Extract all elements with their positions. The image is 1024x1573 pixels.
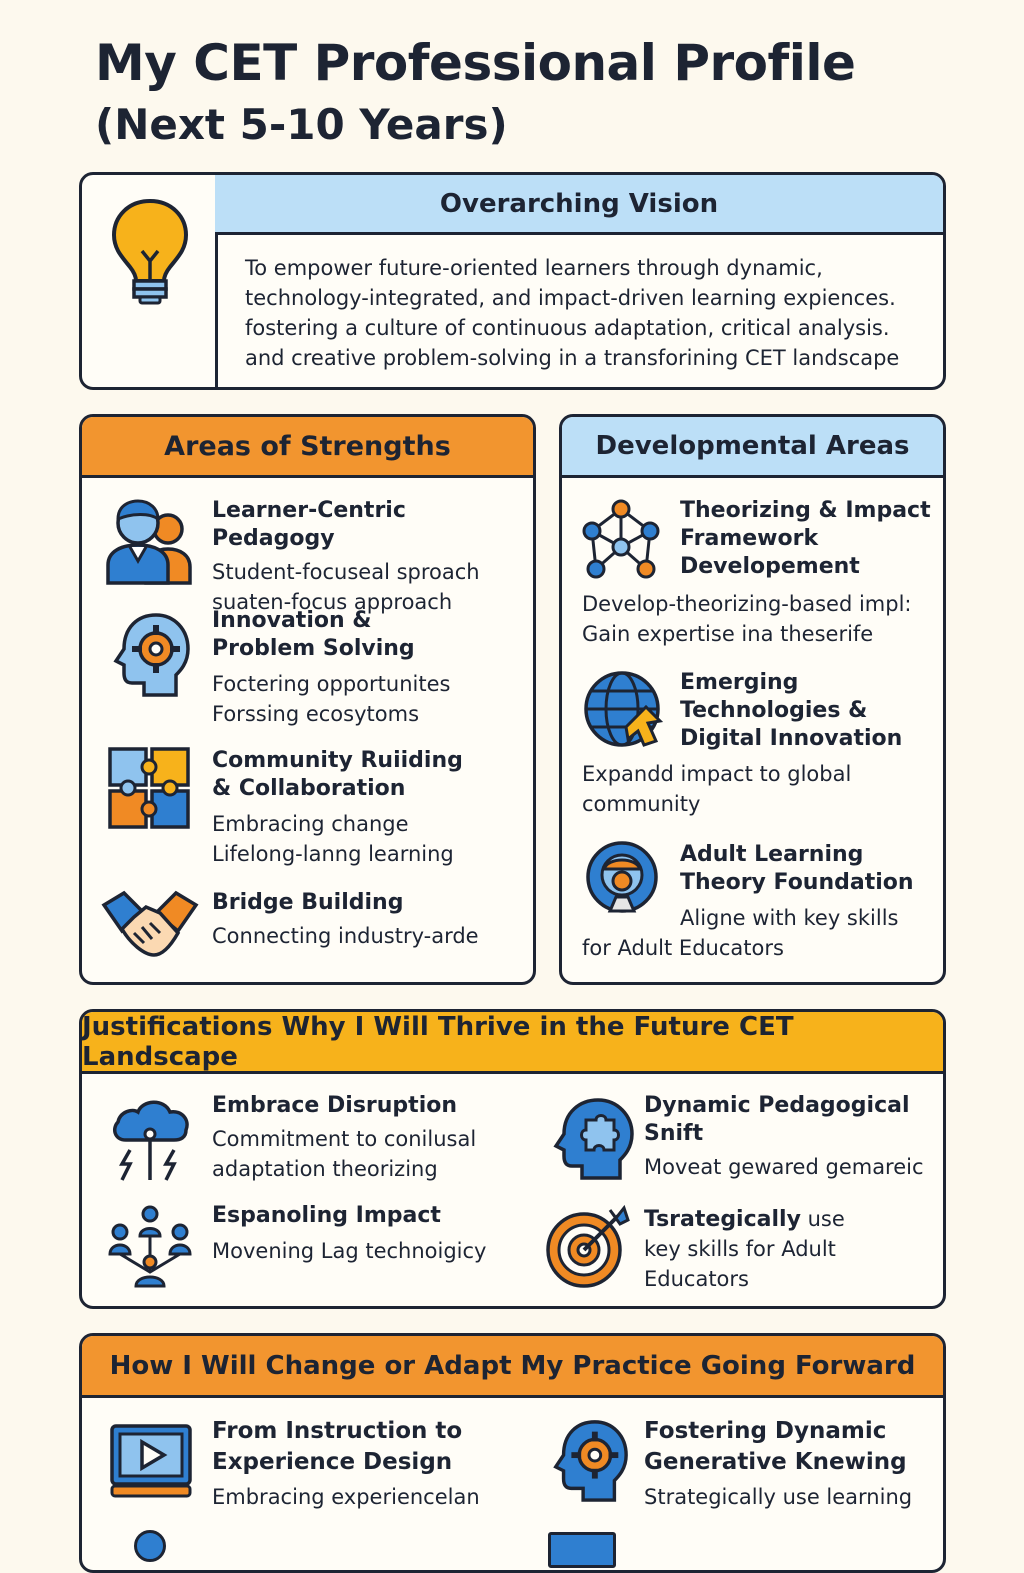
developmental-desc: Expandd impact to global <box>582 762 852 786</box>
developmental-title: Technologies & <box>680 698 868 723</box>
strength-item: Bridge Building Connecting industry-arde <box>212 889 479 951</box>
developmental-item-desc: Expandd impact to global community <box>582 759 851 819</box>
strength-desc: Foctering opportunites <box>212 672 451 696</box>
network-icon <box>582 499 660 579</box>
adapt-title: From Instruction to <box>212 1418 463 1444</box>
adapt-desc: Embracing experiencelan <box>212 1485 480 1509</box>
head-gear-icon <box>113 613 190 697</box>
strength-item: Innovation & Problem Solving Foctering o… <box>212 607 450 729</box>
adapt-desc: Strategically use learning <box>644 1485 913 1509</box>
developmental-card: Developmental Areas Theorizing & Impact … <box>559 414 946 985</box>
justification-item: Dynamic Pedagogical Snift Moveat gewared… <box>644 1092 924 1182</box>
strength-title: Bridge Building <box>212 890 404 915</box>
adapt-card: How I Will Change or Adapt My Practice G… <box>79 1333 946 1573</box>
developmental-title: Theorizing & Impact <box>680 498 931 523</box>
vision-line: To empower future-oriented learners thro… <box>245 256 823 280</box>
developmental-item-title: Theorizing & Impact Framework Developeme… <box>680 497 931 581</box>
vision-icon-column <box>82 175 218 387</box>
vision-statement: To empower future-oriented learners thro… <box>245 253 899 373</box>
strength-desc: Forssing ecosytoms <box>212 702 420 726</box>
justification-desc: Commitment to conilusal <box>212 1127 477 1151</box>
vision-header: Overarching Vision <box>215 175 943 235</box>
developmental-title: Digital Innovation <box>680 726 903 751</box>
adapt-title: Generative Knewing <box>644 1449 907 1475</box>
justifications-header: Justifications Why I Will Thrive in the … <box>82 1012 943 1074</box>
adapt-item: From Instruction to Experience Design Em… <box>212 1416 480 1512</box>
justification-title-rest: use <box>800 1207 845 1231</box>
strength-item: Community Ruiiding & Collaboration Embra… <box>212 747 463 869</box>
strengths-card: Areas of Strengths Learner-Centric Pedag… <box>79 414 536 985</box>
vision-line: and creative problem-solving in a transf… <box>245 346 900 370</box>
developmental-title: Adult Learning <box>680 842 864 867</box>
head-puzzle-icon <box>553 1098 634 1180</box>
justification-item: Embrace Disruption Commitment to conilus… <box>212 1092 476 1184</box>
justification-title: Embrace Disruption <box>212 1093 458 1118</box>
page-title: My CET Professional Profile <box>95 34 856 92</box>
justification-title-bold: Tsrategically <box>644 1207 801 1232</box>
strength-desc: Embracing change <box>212 812 409 836</box>
justification-desc: Moveat gewared gemareic <box>644 1155 924 1179</box>
strength-item: Learner-Centric Pedagogy Student-focusea… <box>212 497 533 617</box>
adapt-title: Experience Design <box>212 1449 453 1475</box>
strength-desc: Lifelong-lanng learning <box>212 842 454 866</box>
developmental-item-title: Adult Learning Theory Foundation <box>680 841 914 897</box>
strength-desc: Connecting industry-arde <box>212 924 479 948</box>
laptop-icon <box>548 1532 616 1568</box>
developmental-header: Developmental Areas <box>562 417 943 478</box>
head-gear-icon <box>553 1420 628 1502</box>
vision-line: technology-integrated, and impact-driven… <box>245 286 896 310</box>
justification-desc: adaptation theorizing <box>212 1157 438 1181</box>
lightbulb-icon <box>111 198 189 305</box>
strength-title: & Collaboration <box>212 776 406 801</box>
justification-title: Snift <box>644 1121 704 1146</box>
developmental-title: Framework <box>680 526 819 551</box>
developmental-desc: for Adult Educators <box>582 936 784 960</box>
person-icon <box>134 1530 166 1562</box>
adapt-title: Fostering Dynamic <box>644 1418 887 1444</box>
vision-line: fostering a culture of continuous adapta… <box>245 316 890 340</box>
justification-desc: Educators <box>644 1267 749 1291</box>
people-icon <box>106 499 192 585</box>
strength-title: Innovation & <box>212 608 372 633</box>
puzzle-icon <box>108 747 190 829</box>
globe-icon <box>584 671 664 747</box>
developmental-desc: Gain expertise ina theserife <box>582 622 874 646</box>
developmental-item-desc: for Adult Educators <box>582 933 784 963</box>
developmental-desc: Aligne with key skills <box>680 906 899 930</box>
strength-title: Learner-Centric Pedagogy <box>212 498 406 551</box>
adapt-item: Fostering Dynamic Generative Knewing Str… <box>644 1416 912 1512</box>
adapt-header: How I Will Change or Adapt My Practice G… <box>82 1336 943 1398</box>
justification-title: Tsrategically use <box>644 1204 845 1234</box>
developmental-item-desc: Aligne with key skills <box>680 903 898 933</box>
justification-title: Dynamic Pedagogical <box>644 1093 910 1118</box>
justification-desc: Movening Lag technoigicy <box>212 1239 487 1263</box>
developmental-title: Theory Foundation <box>680 870 914 895</box>
developmental-desc: Develop-theorizing-based impl: <box>582 592 912 616</box>
justification-item: Espanoling Impact Movening Lag technoigi… <box>212 1202 487 1266</box>
justification-item: Tsrategically use key skills for Adult E… <box>644 1204 845 1294</box>
justification-title: Espanoling Impact <box>212 1203 441 1228</box>
developmental-title: Emerging <box>680 670 799 695</box>
adult-learner-icon <box>586 841 658 913</box>
strength-desc: Student-focuseal sproach <box>212 560 480 584</box>
team-network-icon <box>108 1205 192 1288</box>
target-icon <box>546 1204 630 1288</box>
handshake-icon <box>101 890 199 957</box>
page-subtitle: (Next 5-10 Years) <box>95 100 508 149</box>
justification-desc: key skills for Adult <box>644 1237 836 1261</box>
developmental-title: Developement <box>680 554 860 579</box>
strength-title: Problem Solving <box>212 636 415 661</box>
developmental-item-desc: Develop-theorizing-based impl: Gain expe… <box>582 589 911 649</box>
strengths-header: Areas of Strengths <box>82 417 533 478</box>
developmental-item-title: Emerging Technologies & Digital Innovati… <box>680 669 902 753</box>
video-play-icon <box>110 1424 192 1498</box>
cloud-lightning-icon <box>112 1100 189 1181</box>
justifications-card: Justifications Why I Will Thrive in the … <box>79 1009 946 1309</box>
developmental-desc: community <box>582 792 701 816</box>
vision-card: Overarching Vision To empower future-ori… <box>79 172 946 390</box>
strength-desc: suaten-focus approach <box>212 590 453 614</box>
strength-title: Community Ruiiding <box>212 748 463 773</box>
